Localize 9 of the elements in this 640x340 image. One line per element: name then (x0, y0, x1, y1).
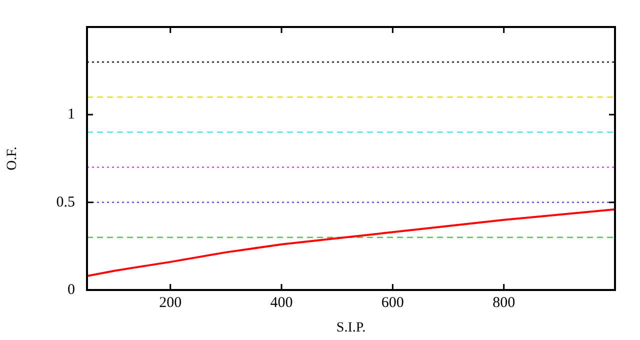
x-tick-label: 800 (492, 294, 516, 311)
x-tick-label: 200 (159, 294, 182, 311)
y-tick-label: 0 (68, 282, 75, 298)
y-tick-label: 0.5 (56, 194, 75, 210)
y-tick-label: 1 (68, 106, 75, 123)
x-axis-title: S.I.P. (336, 320, 366, 336)
x-tick-label: 400 (270, 294, 293, 311)
x-tick-label: 600 (381, 294, 404, 311)
y-axis-title: O.F. (5, 146, 20, 170)
